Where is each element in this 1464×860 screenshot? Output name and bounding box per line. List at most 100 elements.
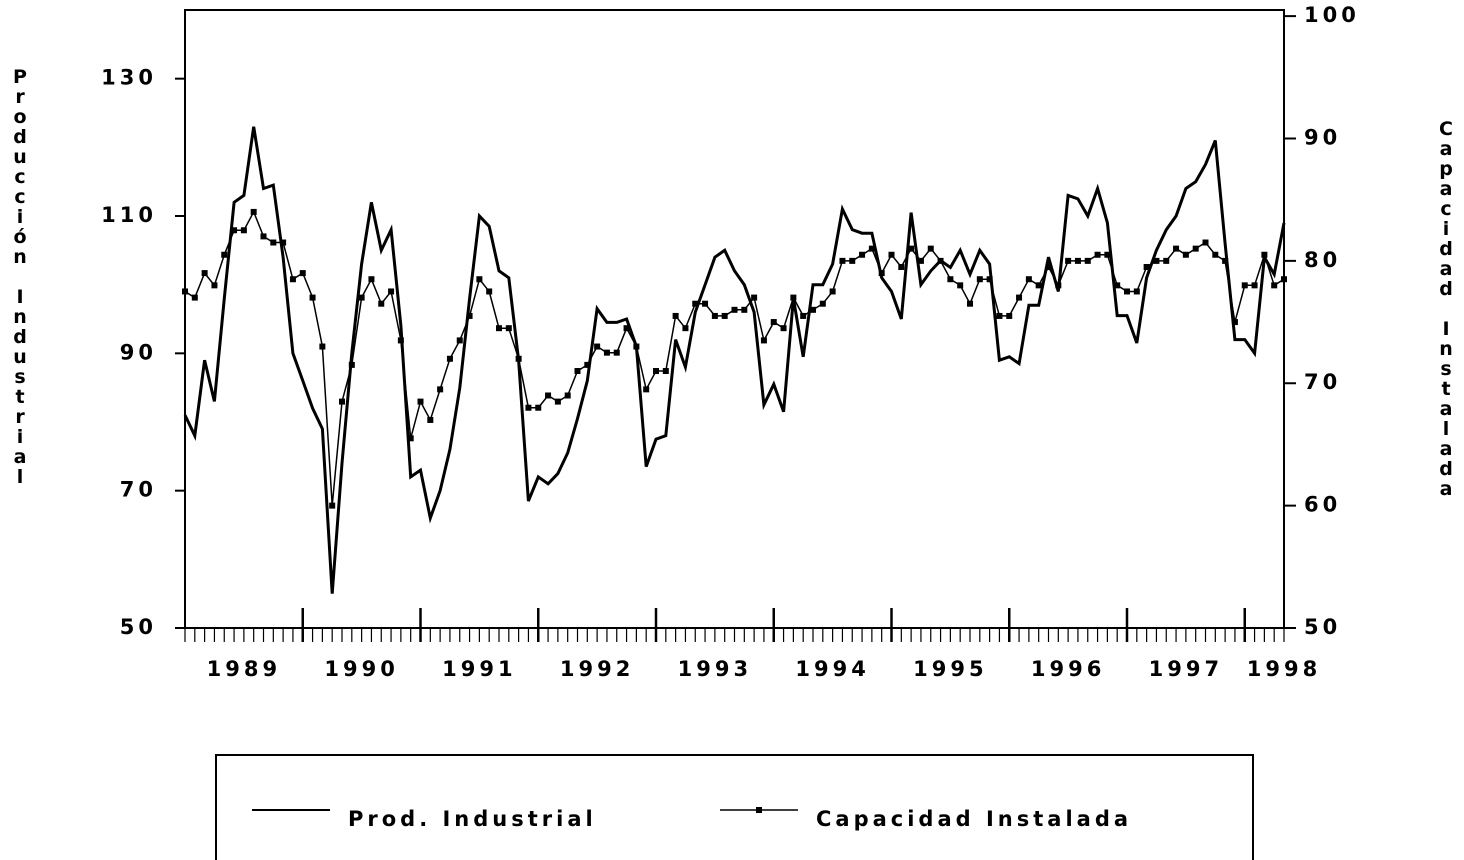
point-marker <box>603 349 610 356</box>
y2-tick-label: 90 <box>1304 125 1341 149</box>
y2-tick-label: 100 <box>1304 3 1360 27</box>
legend-label: Prod. Industrial <box>348 807 597 831</box>
point-marker <box>810 306 816 313</box>
point-marker <box>427 416 434 423</box>
point-marker <box>191 294 198 301</box>
point-marker <box>1241 282 1248 289</box>
point-marker <box>1271 282 1278 289</box>
point-marker <box>564 392 571 399</box>
y-axis-title: Producción Industrial <box>9 66 31 486</box>
point-marker <box>731 306 738 313</box>
y-tick-label: 50 <box>120 615 157 639</box>
point-marker <box>1133 288 1140 295</box>
point-marker <box>486 288 493 295</box>
point-marker <box>211 282 218 289</box>
point-marker <box>397 337 404 344</box>
plot-frame <box>184 9 1285 629</box>
point-marker <box>1104 251 1111 258</box>
point-marker <box>672 312 679 319</box>
point-marker <box>1251 282 1258 289</box>
legend-marker <box>756 807 762 813</box>
point-marker <box>613 349 620 356</box>
point-marker <box>388 288 395 295</box>
point-marker <box>309 294 316 301</box>
point-marker <box>437 386 444 393</box>
x-tick-label: 1994 <box>795 657 869 681</box>
point-marker <box>270 239 277 246</box>
point-marker <box>554 398 561 405</box>
point-marker <box>1074 257 1081 264</box>
point-marker <box>1094 251 1101 258</box>
point-marker <box>1173 245 1180 252</box>
point-marker <box>937 257 944 264</box>
point-marker <box>466 312 473 319</box>
y2-tick-label: 80 <box>1304 248 1341 272</box>
point-marker <box>348 361 355 368</box>
point-marker <box>407 435 414 442</box>
point-marker <box>908 245 915 252</box>
point-marker <box>996 312 1003 319</box>
y2-tick-label: 50 <box>1304 615 1341 639</box>
point-marker <box>927 245 934 252</box>
point-marker <box>819 300 826 307</box>
point-marker <box>1261 251 1268 258</box>
point-marker <box>800 312 807 319</box>
x-tick-label: 1989 <box>207 657 281 681</box>
point-marker <box>1006 312 1013 319</box>
point-marker <box>947 276 954 283</box>
point-marker <box>221 251 228 258</box>
point-marker <box>535 404 542 411</box>
point-marker <box>1084 257 1091 264</box>
point-marker <box>231 227 238 234</box>
point-marker <box>368 276 375 283</box>
point-marker <box>1202 239 1209 246</box>
x-tick-label: 1992 <box>560 657 634 681</box>
point-marker <box>594 343 601 350</box>
point-marker <box>417 398 424 405</box>
point-marker <box>623 325 630 332</box>
point-marker <box>790 294 797 301</box>
point-marker <box>182 288 188 295</box>
point-marker <box>289 276 296 283</box>
point-marker <box>751 294 758 301</box>
point-marker <box>653 368 659 375</box>
point-marker <box>1045 263 1052 270</box>
y2-axis-title: Capacidad Instalada <box>1435 118 1457 498</box>
point-marker <box>711 312 718 319</box>
point-marker <box>1231 319 1238 326</box>
point-marker <box>957 282 964 289</box>
point-marker <box>496 325 502 332</box>
point-marker <box>917 257 924 264</box>
x-tick-label: 1990 <box>324 657 398 681</box>
point-marker <box>1016 294 1023 301</box>
point-marker <box>319 343 326 350</box>
point-marker <box>339 398 345 405</box>
point-marker <box>878 270 885 277</box>
point-marker <box>868 245 875 252</box>
point-marker <box>702 300 709 307</box>
point-marker <box>515 355 522 362</box>
point-marker <box>682 325 689 332</box>
point-marker <box>476 276 483 283</box>
point-marker <box>643 386 650 393</box>
point-marker <box>260 233 267 240</box>
point-marker <box>976 276 983 283</box>
point-marker <box>986 276 993 283</box>
x-tick-label: 1997 <box>1149 657 1223 681</box>
point-marker <box>1192 245 1199 252</box>
point-marker <box>1163 257 1170 264</box>
point-marker <box>780 325 787 332</box>
point-marker <box>967 300 973 307</box>
point-marker <box>888 251 895 258</box>
point-marker <box>505 325 512 332</box>
point-marker <box>692 300 699 307</box>
y-tick-label: 90 <box>120 340 157 364</box>
point-marker <box>250 208 257 215</box>
point-marker <box>1143 263 1150 270</box>
point-marker <box>1025 276 1032 283</box>
point-marker <box>633 343 640 350</box>
y2-tick-label: 60 <box>1304 493 1341 517</box>
legend-box <box>215 754 1254 860</box>
